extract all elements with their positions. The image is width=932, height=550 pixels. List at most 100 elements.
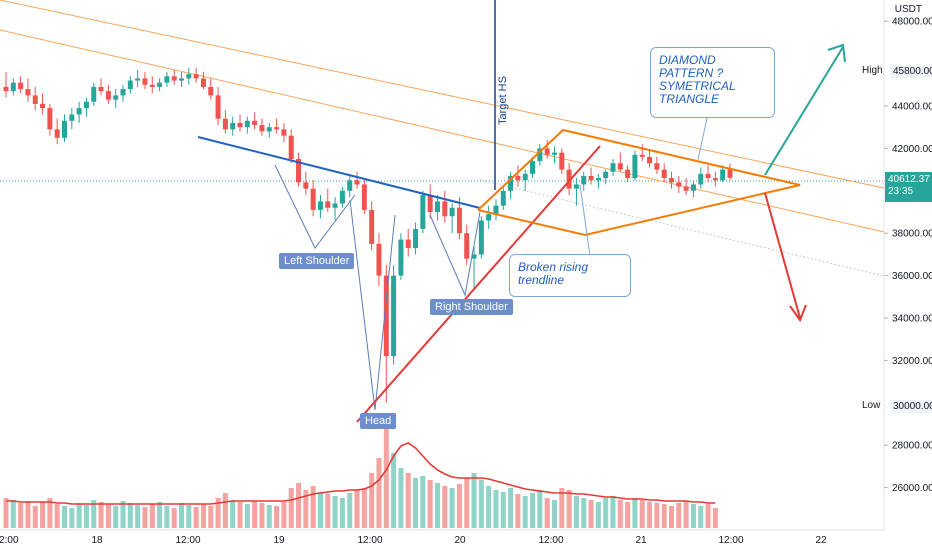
volume-bar <box>420 476 426 528</box>
candle-body <box>522 173 528 181</box>
candle <box>69 108 75 130</box>
candle-body <box>676 182 682 187</box>
candle <box>559 148 565 174</box>
candle-body <box>266 127 272 132</box>
volume-bar <box>369 473 375 528</box>
volume-bar <box>661 504 667 528</box>
volume-bar <box>508 488 514 528</box>
rising-trendline[interactable] <box>356 145 601 423</box>
price-tick-label: 44000.00 <box>892 102 932 113</box>
candle-body <box>427 195 433 212</box>
candle-body <box>208 86 214 96</box>
candle-body <box>588 175 594 181</box>
candle-body <box>339 190 345 204</box>
volume-bar <box>76 503 82 528</box>
left-shoulder-outline[interactable] <box>274 164 356 249</box>
volume-bar <box>120 501 126 528</box>
low-value: 30000.00 <box>890 400 932 413</box>
candle <box>383 265 389 403</box>
volume-bar <box>222 493 228 528</box>
head-outline[interactable] <box>349 199 396 411</box>
volume-bar <box>208 506 214 528</box>
candle <box>325 188 331 212</box>
volume-bar <box>244 504 250 528</box>
candle <box>668 171 674 189</box>
broken-trendline-note-line-1: Broken rising <box>518 260 589 274</box>
channel-lower-line[interactable] <box>0 29 885 233</box>
volume-bar <box>317 492 323 528</box>
candle <box>193 67 199 83</box>
candle <box>120 84 126 102</box>
neckline[interactable] <box>197 136 481 209</box>
bullish-arrow[interactable] <box>764 46 844 176</box>
candle-body <box>200 78 206 87</box>
price-tick-label: 48000.00 <box>892 17 932 28</box>
candle <box>266 122 272 138</box>
candle <box>18 76 24 94</box>
candle-body <box>157 82 163 87</box>
volume-bar <box>566 490 572 528</box>
candle <box>551 146 557 164</box>
volume-bar <box>193 507 199 528</box>
time-tick-label: 18 <box>91 535 103 546</box>
candle <box>376 233 382 287</box>
candle-body <box>76 108 82 115</box>
candle <box>259 118 265 136</box>
volume-bar <box>639 500 645 528</box>
candle <box>639 144 645 162</box>
diamond-pattern[interactable] <box>477 128 801 237</box>
bearish-arrow[interactable] <box>764 192 801 319</box>
price-tick-label: 32000.00 <box>892 356 932 367</box>
right-shoulder-outline[interactable] <box>429 211 481 297</box>
candle <box>3 72 9 98</box>
candle-body <box>369 209 375 244</box>
candle <box>434 195 440 221</box>
time-axis[interactable]: 12:00 18 12:00 19 12:00 20 12:00 21 12:00 22 <box>0 535 827 546</box>
candle-body <box>179 78 185 81</box>
price-tick-label: 34000.00 <box>892 314 932 325</box>
candle-body <box>113 95 119 100</box>
time-tick-label: 20 <box>454 535 466 546</box>
volume-bar <box>83 505 89 528</box>
candle <box>654 156 660 174</box>
diamond-pattern-note[interactable]: DIAMOND PATTERN ? SYMETRICAL TRIANGLE <box>650 47 775 118</box>
right-shoulder-label: Right Shoulder <box>430 299 513 315</box>
candle-body <box>376 243 382 276</box>
candle-body <box>91 86 97 102</box>
candle-body <box>668 178 674 183</box>
candle-body <box>383 275 389 357</box>
candle-body <box>420 195 426 229</box>
candle <box>127 76 133 94</box>
candle <box>603 169 609 185</box>
candle-body <box>442 201 448 217</box>
candle-body <box>47 108 53 130</box>
candle <box>208 78 214 100</box>
currency-label[interactable]: USDT <box>894 4 922 15</box>
candle-body <box>647 156 653 164</box>
candle-body <box>40 103 46 109</box>
diamond-note-pointer <box>697 117 708 161</box>
candle <box>617 152 623 172</box>
price-tick-label: 28000.00 <box>892 441 932 452</box>
broken-trendline-note[interactable]: Broken rising trendline <box>509 254 631 297</box>
high-label: High <box>862 65 883 76</box>
diamond-note-line-1: DIAMOND <box>659 53 716 67</box>
candle <box>581 171 587 191</box>
price-axis[interactable]: 48000.00 44000.00 42000.00 38000.00 36000.00… <box>884 17 932 494</box>
volume-bar <box>310 486 316 528</box>
candle <box>661 163 667 183</box>
candle-body <box>712 178 718 181</box>
volume-bar <box>522 496 528 528</box>
time-tick-label: 22 <box>815 535 827 546</box>
volume-bar <box>62 506 68 528</box>
candle <box>398 233 404 280</box>
price-tick-label: 38000.00 <box>892 229 932 240</box>
candle-body <box>478 220 484 255</box>
volume-bar <box>610 496 616 528</box>
channel-upper-line[interactable] <box>0 0 885 189</box>
volume-bar <box>135 505 141 528</box>
candle-body <box>515 175 521 181</box>
candle-body <box>508 175 514 191</box>
